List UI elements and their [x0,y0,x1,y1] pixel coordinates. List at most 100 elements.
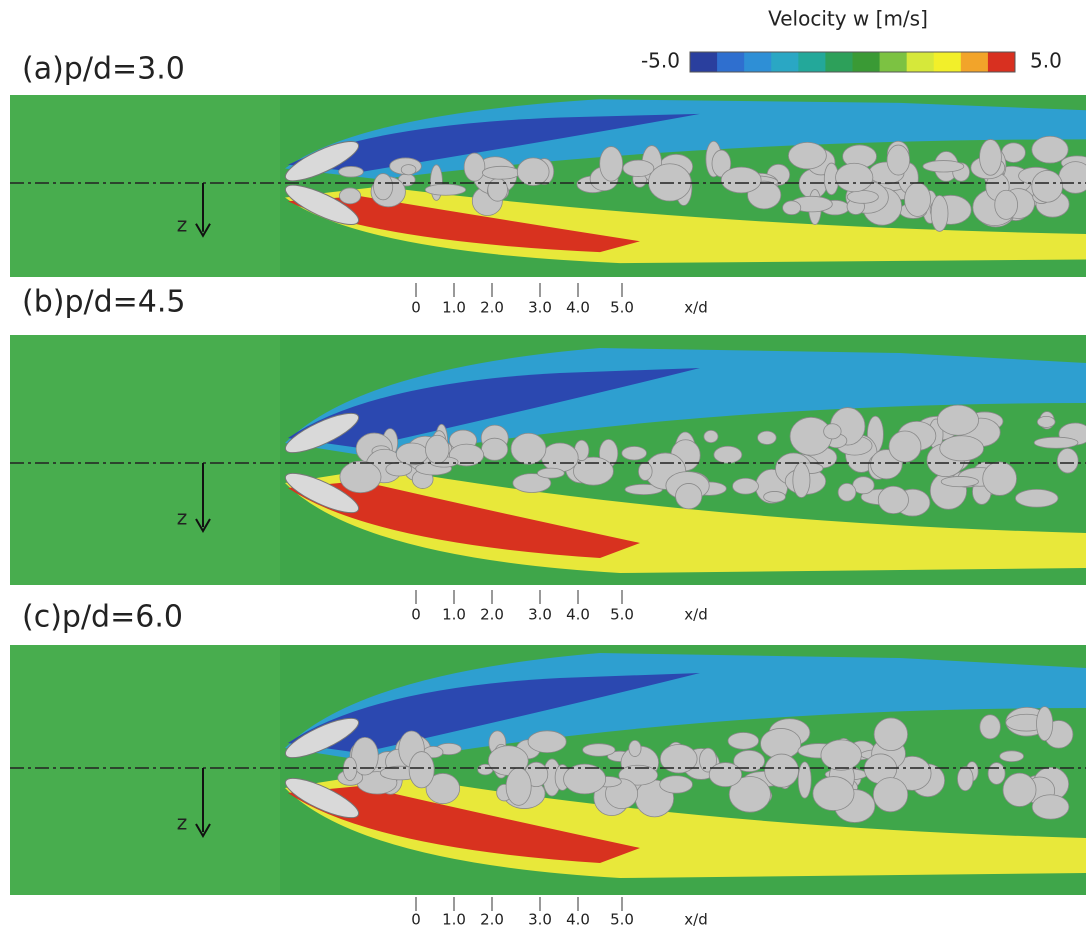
vortex-structure [638,462,652,480]
vortex-structure [1015,489,1058,507]
z-label: z [177,506,188,530]
colorbar-segment [825,52,853,72]
vortex-structure [1034,437,1078,448]
vortex-structure [813,777,854,811]
vortex-structure [995,190,1018,219]
vortex-structure [676,483,702,508]
vortex-structure [728,732,759,749]
vortex-structure [623,160,654,176]
x-tick-label: 5.0 [610,299,634,317]
x-tick-label: 2.0 [480,606,504,624]
x-axis-label: x/d [684,299,707,317]
vortex-structure [660,776,693,793]
vortex-structure [386,462,412,476]
vortex-structure [783,201,801,215]
vortex-structure [374,174,393,200]
colorbar-title: Velocity w [m/s] [768,7,928,31]
vortex-structure [511,433,546,464]
vortex-structure [1000,751,1024,762]
vortex-structure [573,457,613,485]
x-tick-label: 1.0 [442,606,466,624]
x-tick-label: 2.0 [480,299,504,317]
vortex-structure [874,718,907,751]
vortex-structure [838,483,856,501]
x-tick-label: 5.0 [610,911,634,929]
colorbar-segment [798,52,826,72]
vortex-structure [1057,448,1078,473]
vortex-structure [488,178,508,201]
panel-label: (a)p/d=3.0 [22,52,185,87]
vortex-structure [709,763,742,787]
x-tick-label: 3.0 [528,299,552,317]
vortex-structure [957,767,973,791]
flow-field [10,95,1086,277]
vortex-structure [1037,707,1053,741]
x-tick-label: 0 [411,911,421,929]
x-tick-label: 3.0 [528,911,552,929]
colorbar-segment [907,52,935,72]
vortex-structure [1003,773,1036,806]
vortex-structure [793,463,810,498]
x-axis-label: x/d [684,911,707,929]
vortex-structure [847,191,878,204]
vortex-structure [583,744,615,757]
vortex-structure [836,163,873,191]
colorbar-segment [961,52,989,72]
vortex-structure [878,486,908,513]
vortex-structure [629,740,641,756]
colorbar-segment [690,52,718,72]
vortex-structure [1032,795,1069,819]
vortex-structure [1032,136,1068,163]
vortex-structure [542,443,579,472]
colorbar-segment [853,52,881,72]
vortex-structure [889,431,921,462]
flow-field [10,645,1086,895]
upstream-field [10,95,280,277]
vortex-structure [788,142,826,169]
vortex-structure [425,435,449,463]
panel-label: (b)p/d=4.5 [22,285,186,320]
vortex-structure [600,147,623,182]
x-tick-label: 0 [411,606,421,624]
flow-field [10,335,1086,585]
vortex-structure [821,740,861,770]
vortex-structure [980,715,1001,739]
vortex-structure [873,778,907,812]
vortex-structure [764,491,786,502]
upstream-field [10,645,280,895]
vortex-structure [622,446,647,460]
vortex-structure [758,431,777,444]
vortex-structure [905,183,931,217]
vortex-structure [482,166,520,179]
colorbar-segment [717,52,745,72]
vortex-structure [923,161,964,172]
x-tick-label: 4.0 [566,911,590,929]
vortex-structure [339,188,360,204]
x-tick-label: 1.0 [442,299,466,317]
x-tick-label: 0 [411,299,421,317]
vortex-structure [940,436,984,461]
vortex-structure [937,405,978,435]
x-tick-label: 4.0 [566,606,590,624]
vortex-structure [464,153,485,181]
vortex-structure [988,763,1005,785]
z-label: z [177,212,188,236]
upstream-field [10,335,280,585]
x-tick-label: 3.0 [528,606,552,624]
vortex-structure [714,446,742,463]
vortex-structure [1032,170,1063,202]
vortex-structure [528,731,566,753]
figure: Velocity w [m/s] -5.0 5.0 (a)p/d=3.0z01.… [0,0,1086,937]
vortex-structure [481,438,507,460]
x-tick-label: 5.0 [610,606,634,624]
vortex-structure [425,184,466,195]
vortex-structure [980,139,1002,175]
vortex-structure [396,443,428,465]
colorbar-segment [934,52,962,72]
vortex-structure [931,195,948,231]
vortex-structure [941,476,978,486]
vortex-structure [343,757,357,780]
vortex-structure [340,461,381,493]
vortex-structure [983,462,1017,496]
vortex-structure [765,754,799,787]
